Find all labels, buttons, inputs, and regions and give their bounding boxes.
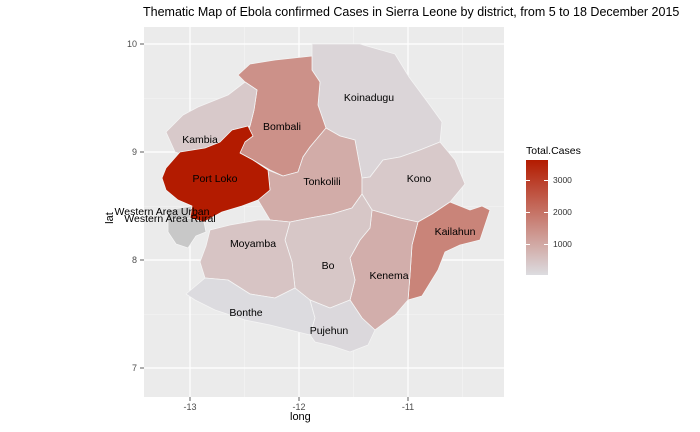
label-tonkolili: Tonkolili (303, 176, 340, 188)
label-kenema: Kenema (369, 270, 408, 282)
x-tick-label: -13 (183, 402, 196, 412)
x-tick-label: -12 (292, 402, 305, 412)
y-tick-label: 7 (132, 363, 137, 373)
district-shapes (161, 43, 491, 353)
legend-title: Total.Cases (526, 145, 581, 157)
label-port-loko: Port Loko (193, 173, 238, 185)
label-western-area-urban: Western Area Urban (115, 206, 210, 218)
label-moyamba: Moyamba (230, 238, 276, 250)
label-kailahun: Kailahun (435, 226, 476, 238)
district-port-loko (161, 125, 271, 223)
legend-colorbar: 3000 2000 1000 (526, 160, 572, 275)
legend-label: 1000 (553, 239, 572, 249)
label-bombali: Bombali (263, 121, 301, 133)
district-labels: Koinadugu Bombali Kambia Port Loko Tonko… (115, 92, 476, 337)
x-axis-title: long (290, 411, 311, 423)
label-koinadugu: Koinadugu (344, 92, 394, 104)
legend-label: 2000 (553, 207, 572, 217)
x-axis: -13 -12 -11 (183, 397, 414, 412)
label-western-area-rural: Western Area Rural (124, 213, 215, 225)
y-axis-title: lat (103, 212, 116, 224)
y-tick-label: 9 (132, 147, 137, 157)
legend-label: 3000 (553, 175, 572, 185)
y-axis: 10 9 8 7 (127, 39, 144, 373)
label-bo: Bo (322, 260, 335, 272)
y-tick-label: 8 (132, 255, 137, 265)
chart-title: Thematic Map of Ebola confirmed Cases in… (143, 5, 680, 19)
label-pujehun: Pujehun (310, 325, 349, 337)
y-tick-label: 10 (127, 39, 137, 49)
district-pujehun (309, 299, 376, 353)
label-kambia: Kambia (182, 134, 218, 146)
legend-gradient-bar (526, 160, 548, 275)
label-kono: Kono (407, 173, 432, 185)
x-tick-label: -11 (402, 402, 414, 412)
label-bonthe: Bonthe (229, 307, 262, 319)
